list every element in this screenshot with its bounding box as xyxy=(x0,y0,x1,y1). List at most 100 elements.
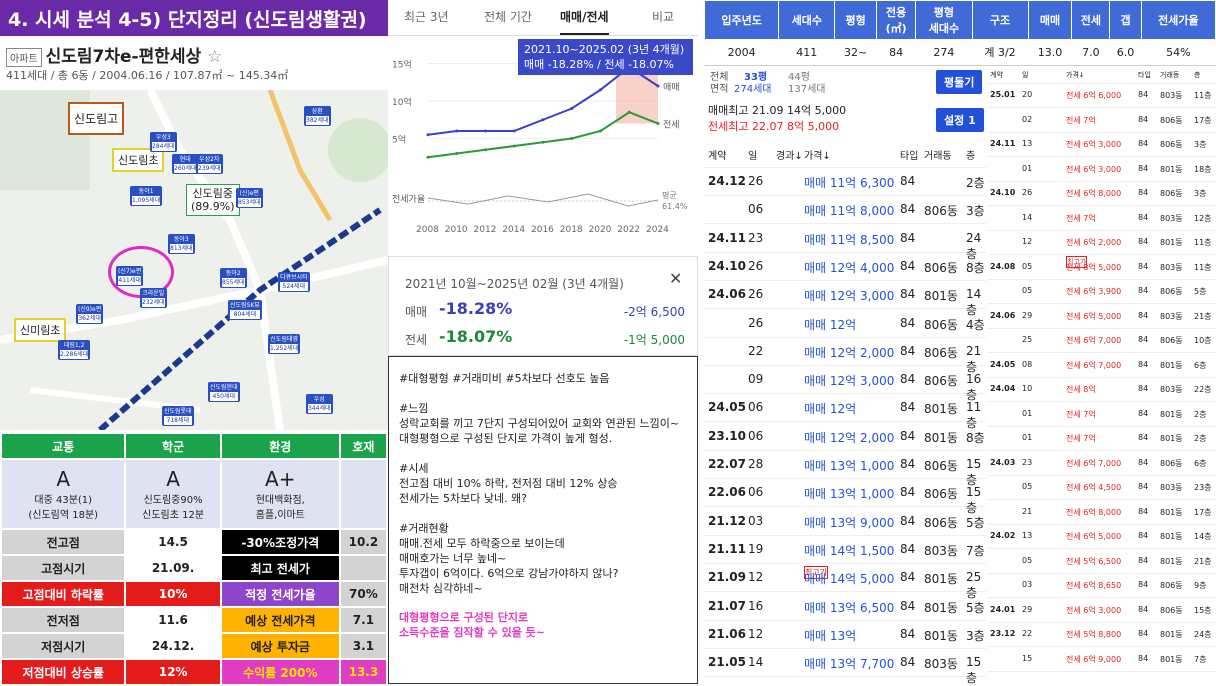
cell: 05 xyxy=(1022,482,1033,491)
table-row[interactable]: 25.01 20 전세 6억 6,000 84 803동 11층 xyxy=(988,84,1216,108)
map-pin[interactable]: 신도림현대 450세대 xyxy=(208,382,240,402)
table-row[interactable]: 21.05 14 매매 13억 7,700 84 803동 15층 xyxy=(704,649,986,685)
close-icon[interactable]: ✕ xyxy=(669,269,683,288)
table-row[interactable]: 06 매매 11억 8,000 84 806동 3층 xyxy=(704,196,986,225)
table-row[interactable]: 21.12 03 매매 13억 9,000 84 806동 5층 xyxy=(704,508,986,536)
table-row[interactable]: 15 전세 6억 9,000 84 801동 7층 xyxy=(988,648,1216,672)
cell: 전세 6억 3,900 xyxy=(1066,287,1122,296)
map-pin[interactable]: 크라운빌 232세대 xyxy=(140,288,167,308)
table-row[interactable]: 25 전세 6억 7,000 84 806동 10층 xyxy=(988,329,1216,353)
cell: 15층 xyxy=(1194,605,1212,615)
table-row[interactable]: 02 전세 7억 84 806동 17층 xyxy=(988,109,1216,133)
tab-all-period[interactable]: 전체 기간 xyxy=(484,10,532,24)
ratio-avg-label: 평균 xyxy=(662,190,677,200)
table-row[interactable]: 24.01 29 전세 6억 3,000 84 806동 15층 xyxy=(988,599,1216,623)
cell: 12 xyxy=(1022,237,1033,246)
map-pin[interactable]: 동아1 1,095세대 xyxy=(130,186,163,206)
table-row[interactable]: 01 전세 7억 84 801동 2층 xyxy=(988,427,1216,451)
table-row[interactable]: 24.06 26 매매 12억 3,000 84 801동 14층 xyxy=(704,281,986,317)
map-pin[interactable]: 우성3 284세대 xyxy=(150,132,177,152)
map-pin[interactable]: (신9)e편 362세대 xyxy=(76,304,104,324)
favorite-star-icon[interactable]: ☆ xyxy=(207,47,223,67)
table-row[interactable]: 05 전세 6억 4,500 84 803동 23층 xyxy=(988,476,1216,500)
map-pin[interactable]: 동아3 813세대 xyxy=(168,234,195,254)
table-header[interactable]: 계약 일 경과↓ 가격↓ 타입 거래동 층 xyxy=(704,140,986,168)
table-row[interactable]: 21.09 12 최고가 매매 14억 5,000 84 801동 25층 xyxy=(704,564,986,600)
table-row[interactable]: 24.03 23 전세 6억 7,000 84 806동 6층 xyxy=(988,452,1216,476)
summary-header: 세대수 xyxy=(778,0,836,40)
table-row[interactable]: 01 전세 7억 84 801동 2층 xyxy=(988,403,1216,427)
pin-households: 260세대 xyxy=(174,164,197,173)
table-row[interactable]: 24.05 08 전세 6억 7,000 84 801동 6층 xyxy=(988,354,1216,378)
map-pin[interactable]: (신)e편 853세대 xyxy=(236,188,263,208)
map-pin[interactable]: 삼환 382세대 xyxy=(304,106,331,126)
cell: 24.11 xyxy=(708,230,746,245)
table-row[interactable]: 24.04 10 전세 8억 84 803동 22층 xyxy=(988,378,1216,402)
table-row[interactable]: 03 전세 6억 8,650 84 806동 9층 xyxy=(988,574,1216,598)
table-row[interactable]: 21.11 19 매매 14억 1,500 84 803동 7층 xyxy=(704,536,986,564)
summary-table: 입주년도 세대수 평형 전용 (㎡) 평형 세대수 구조 매매 전세 갭 전세가율 2004 411… xyxy=(703,0,1216,67)
table-row[interactable]: 24.02 13 전세 6억 5,000 84 801동 14층 xyxy=(988,525,1216,549)
cell: 02 xyxy=(1022,114,1033,124)
map-pin[interactable]: 현대 260세대 xyxy=(172,154,199,174)
tab-recent-3y[interactable]: 최근 3년 xyxy=(404,10,449,24)
table-row[interactable]: 26 매매 12억 84 806동 4층 xyxy=(704,310,986,338)
cell: 806동 xyxy=(924,204,958,219)
size-option[interactable]: 44평 xyxy=(788,72,810,83)
table-row[interactable]: 05 전세 6억 3,900 84 806동 5층 xyxy=(988,280,1216,304)
map-pin[interactable]: 우성 344세대 xyxy=(306,394,333,414)
table-row[interactable]: 24.08 05 전세 8억 5,000 84 803동 11층 최고가 xyxy=(988,255,1216,280)
table-row[interactable]: 24.05 06 매매 12억 84 801동 11층 xyxy=(704,394,986,430)
table-row[interactable]: 22.07 28 매매 13억 1,000 84 806동 15층 xyxy=(704,451,986,487)
map-pin[interactable]: 우성2차 239세대 xyxy=(196,154,223,174)
table-header[interactable]: 계약 일 가격↓ 타입 거래동 층 xyxy=(988,66,1216,84)
cell: 매매 13억 xyxy=(804,628,857,643)
table-row[interactable]: 22 매매 12억 2,000 84 806동 21층 xyxy=(704,338,986,374)
map-pin[interactable]: 신도림태영 1,252세대 xyxy=(268,334,301,354)
pyeong-button[interactable]: 평둘기 xyxy=(936,70,983,94)
table-row[interactable]: 24.06 29 전세 6억 5,000 84 803동 21층 xyxy=(988,305,1216,329)
tab-compare[interactable]: 비교 xyxy=(652,10,675,24)
cell: 21층 xyxy=(1194,311,1212,321)
map-pin[interactable]: 신도림롯데 718세대 xyxy=(162,406,194,426)
table-row[interactable]: 09 매매 12억 3,000 84 806동 16층 xyxy=(704,366,986,402)
cell: 26 xyxy=(748,174,764,188)
table-row[interactable]: 24.11 13 전세 6억 3,000 84 806동 3층 xyxy=(988,133,1216,157)
table-row[interactable]: 24.10 26 매매 12억 4,000 84 806동 8층 xyxy=(704,253,986,281)
cell: 10 xyxy=(1022,384,1033,393)
cell: 매매 14억 5,000 xyxy=(804,572,895,587)
table-row[interactable]: 21.07 16 매매 13억 6,500 84 801동 5층 xyxy=(704,593,986,621)
table-row[interactable]: 24.11 23 매매 11억 8,500 84 24층 xyxy=(704,225,986,261)
cell: 84 xyxy=(1138,384,1149,393)
map-pin[interactable]: (신7)e편 411세대 xyxy=(116,266,144,286)
table-row[interactable]: 21.06 12 매매 13억 84 801동 3층 xyxy=(704,621,986,649)
settings-button[interactable]: 설정 1 xyxy=(936,108,984,132)
highlight-area xyxy=(616,67,658,124)
cell: 타입 xyxy=(900,151,919,162)
map-pin[interactable]: 동아2 855세대 xyxy=(220,268,247,288)
map-pin[interactable]: 신도림SK뷰 804세대 xyxy=(228,300,262,320)
size-option[interactable]: 33평 xyxy=(744,72,768,83)
table-row[interactable]: 12 전세 6억 2,000 84 801동 11층 xyxy=(988,231,1216,255)
table-row[interactable]: 24.12 26 매매 11억 6,300 84 2층 xyxy=(704,168,986,196)
map[interactable]: 신도림고 신도림초 신도림중 (89.9%) 신미림초 우성3 284세대 현대 26… xyxy=(0,90,388,430)
cell: 전세 6억 8,650 xyxy=(1066,581,1122,590)
table-row[interactable]: 22.06 06 매매 13억 1,000 84 806동 15층 xyxy=(704,479,986,515)
table-row[interactable]: 21 전세 6억 8,000 84 801동 17층 xyxy=(988,501,1216,525)
table-row[interactable]: 01 전세 6억 3,000 84 801동 18층 xyxy=(988,158,1216,182)
table-row[interactable]: 24.10 26 전세 6억 8,000 84 806동 3층 xyxy=(988,182,1216,206)
table-row[interactable]: 23.10 06 매매 12억 2,000 84 801동 8층 xyxy=(704,423,986,451)
y-tick-label: 15억 xyxy=(392,59,412,71)
map-pin[interactable]: 디큐브시티 524세대 xyxy=(278,272,310,292)
cell: 803동 xyxy=(1160,385,1183,394)
data-point xyxy=(656,122,660,125)
table-row[interactable]: 05 전세 5억 6,500 84 801동 21층 xyxy=(988,550,1216,574)
pin-name: 신도림SK뷰 xyxy=(230,302,260,309)
data-point xyxy=(541,118,545,122)
data-point xyxy=(656,84,660,88)
cell: 84 xyxy=(900,655,916,670)
table-row[interactable]: 23.12 22 전세 5억 8,800 84 801동 24층 xyxy=(988,623,1216,647)
map-pin[interactable]: 대림1,2 2,286세대 xyxy=(58,340,91,360)
tab-sale-jeonse[interactable]: 매매/전세 xyxy=(560,8,609,35)
table-row[interactable]: 14 전세 7억 84 803동 12층 xyxy=(988,207,1216,231)
